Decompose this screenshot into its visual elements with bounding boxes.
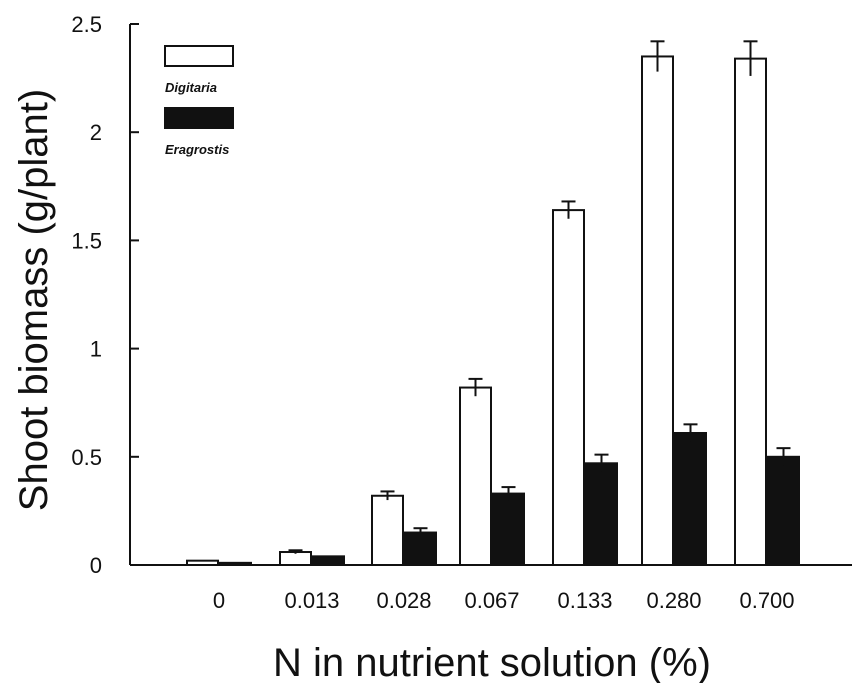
y-tick-label: 2	[90, 120, 102, 145]
bar-digitaria	[734, 57, 767, 567]
y-tick-label: 0.5	[71, 445, 102, 470]
legend-label-eragrostis: Eragrostis	[165, 142, 229, 157]
bar-digitaria	[186, 559, 219, 566]
x-axis-title: N in nutrient solution (%)	[273, 641, 711, 683]
bar-digitaria	[641, 55, 674, 567]
y-tick-label: 1	[90, 337, 102, 362]
bar-digitaria	[279, 551, 312, 566]
y-tick-label: 0	[90, 553, 102, 578]
y-tick-label: 2.5	[71, 12, 102, 37]
legend: Digitaria Eragrostis	[164, 45, 234, 157]
bar-eragrostis	[492, 492, 525, 567]
legend-label-digitaria: Digitaria	[165, 80, 217, 95]
bar-digitaria	[459, 386, 492, 566]
bars	[186, 40, 800, 567]
bar-eragrostis	[674, 431, 707, 566]
x-tick-label: 0.700	[739, 588, 794, 613]
bar-eragrostis	[404, 531, 437, 566]
axes: 0 0.5 1 1.5 2 2.5 0 0.013 0.028 0.067 0.133 0.280 0.…	[71, 12, 852, 613]
legend-swatch-digitaria	[164, 45, 234, 67]
bar-digitaria	[552, 209, 585, 566]
y-tick-label: 1.5	[71, 228, 102, 253]
y-axis-title: Shoot biomass (g/plant)	[12, 89, 56, 511]
bar-eragrostis	[767, 455, 800, 566]
x-tick-label: 0.013	[284, 588, 339, 613]
x-tick-label: 0.067	[464, 588, 519, 613]
bar-eragrostis	[312, 555, 345, 566]
x-tick-label: 0.133	[557, 588, 612, 613]
x-tick-label: 0	[213, 588, 225, 613]
bar-eragrostis	[219, 561, 252, 566]
legend-swatch-eragrostis	[164, 107, 234, 129]
x-tick-label: 0.280	[646, 588, 701, 613]
bar-digitaria	[371, 494, 404, 567]
bar-eragrostis	[585, 462, 618, 566]
x-tick-label: 0.028	[376, 588, 431, 613]
